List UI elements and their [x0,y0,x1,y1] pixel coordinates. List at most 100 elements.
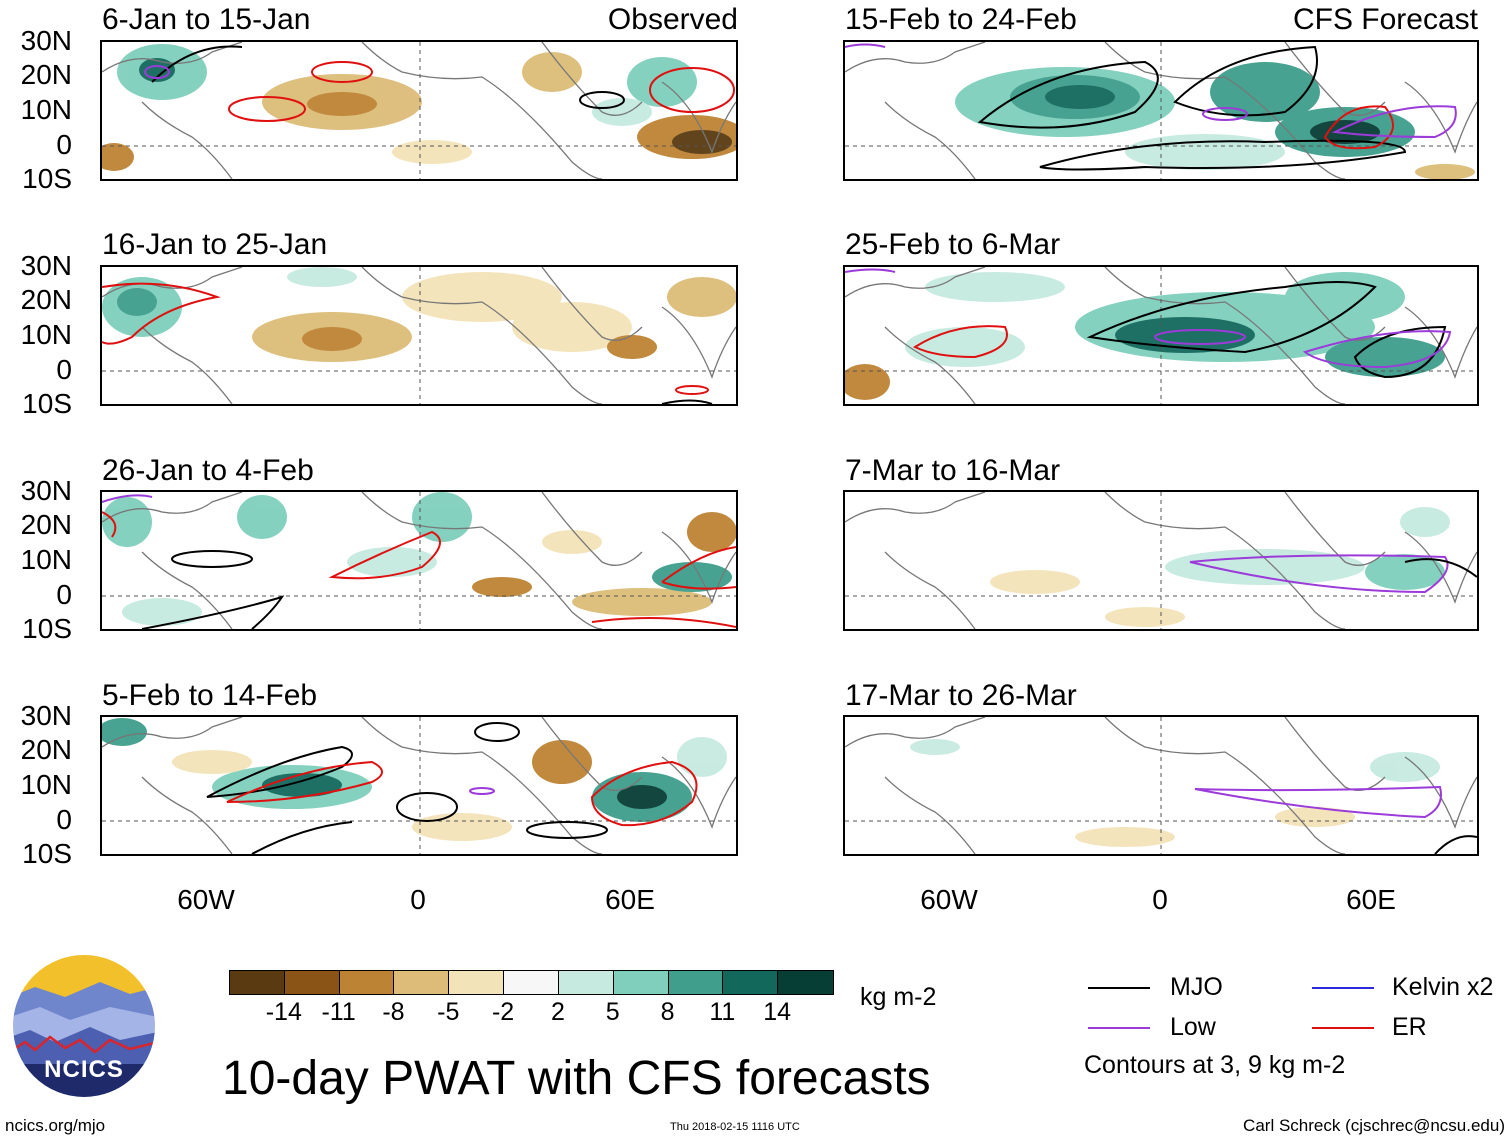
colorbar-tick-label: -2 [491,998,515,1026]
lon-label-60w: 60W [177,884,235,915]
lat-label-10s: 10S [22,838,72,869]
colorbar-swatch [613,971,669,994]
map-panel-2 [100,265,738,406]
legend-label-low: Low [1170,1013,1216,1041]
colorbar-tick-label: 5 [605,998,620,1026]
colorbar-tick-label: 8 [660,998,675,1026]
pwat-anomaly-shading [102,492,736,626]
lat-label-10n: 10N [20,94,72,125]
legend-label-er: ER [1392,1013,1427,1041]
lat-label-20n: 20N [20,734,72,765]
contours [144,45,735,122]
lat-label-30n: 30N [20,700,72,731]
panel-title-3: 26-Jan to 4-Feb [102,454,314,487]
panel-title-2: 16-Jan to 25-Jan [102,228,328,261]
lat-label-0: 0 [56,579,72,610]
lat-label-10s: 10S [22,163,72,194]
land-outline [102,42,736,179]
legend-line-kelvin [1312,987,1374,989]
colorbar-swatch [449,971,505,994]
colorbar-swatch [504,971,559,994]
colorbar-tick-label: -14 [265,998,302,1026]
footer-url[interactable]: ncics.org/mjo [5,1116,106,1135]
colorbar-swatch [394,971,450,994]
colorbar-unit: kg m-2 [860,983,937,1011]
map-panel-5 [843,40,1479,181]
pwat-anomaly-shading [910,739,1440,847]
lat-label-10n: 10N [20,544,72,575]
contours [845,268,1452,379]
pwat-anomaly-shading [102,44,736,171]
figure-title: 10-day PWAT with CFS forecasts [222,1052,931,1105]
footer-timestamp: Thu 2018-02-15 1116 UTC [670,1121,800,1133]
contours [1194,785,1477,854]
contours [1189,554,1477,594]
panel-title-5: 15-Feb to 24-Feb [845,3,1077,36]
lat-label-20n: 20N [20,284,72,315]
map-panel-3 [100,490,738,631]
colorbar-swatch [284,971,340,994]
colorbar-tick-label: -5 [437,998,460,1026]
lat-label-30n: 30N [20,25,72,56]
panel-title-8: 17-Mar to 26-Mar [845,679,1077,712]
legend-note: Contours at 3, 9 kg m-2 [1084,1051,1346,1079]
land-outline [845,492,1477,629]
footer-credit: Carl Schreck (cjschrec@ncsu.edu) [1243,1116,1505,1135]
colorbar-swatch [723,971,779,994]
colorbar [229,970,834,995]
lon-label-0: 0 [410,884,426,915]
colorbar-ticks: -14 -11 -8 -5 -2 2 5 8 11 14 [229,1000,834,1030]
panel-title-6: 25-Feb to 6-Mar [845,228,1061,261]
pwat-anomaly-shading [102,718,727,841]
logo-text: NCICS [44,1056,124,1083]
map-panel-8 [843,715,1479,856]
legend-label-kelvin: Kelvin x2 [1392,973,1494,1001]
land-outline [845,42,1477,179]
pwat-anomaly-shading [102,267,736,362]
lon-label-60w: 60W [920,884,978,915]
contours [845,43,1457,171]
map-panel-6 [843,265,1479,406]
lat-label-20n: 20N [20,59,72,90]
colorbar-tick-label: -8 [382,998,405,1026]
panel-title-4: 5-Feb to 14-Feb [102,679,318,712]
land-outline [102,267,736,404]
pwat-anomaly-shading [990,507,1450,627]
land-outline [102,492,736,629]
colorbar-tick-label: 14 [763,998,792,1026]
lat-label-10s: 10S [22,388,72,419]
panel-title-7: 7-Mar to 16-Mar [845,454,1061,487]
panel-title-1: 6-Jan to 15-Jan [102,3,311,36]
lat-label-10n: 10N [20,319,72,350]
colorbar-tick-label: 2 [550,998,565,1026]
contours [206,722,698,854]
legend-line-low [1088,1027,1150,1029]
colorbar-tick-label: -11 [321,998,356,1026]
colorbar-tick-label: 11 [709,998,736,1026]
lat-label-30n: 30N [20,475,72,506]
colorbar-swatch [339,971,395,994]
lon-label-0: 0 [1152,884,1168,915]
legend-line-er [1312,1027,1374,1029]
lat-label-0: 0 [56,804,72,835]
map-panel-4 [100,715,738,856]
panel-tag-observed: Observed [607,3,738,36]
map-panel-1 [100,40,738,181]
panel-tag-cfs-forecast: CFS Forecast [1292,3,1478,36]
colorbar-swatch [558,971,614,994]
legend-line-mjo [1088,987,1150,989]
lat-label-10s: 10S [22,613,72,644]
colorbar-swatch [668,971,724,994]
colorbar-swatch [778,971,833,994]
colorbar-swatch [230,971,285,994]
lat-label-20n: 20N [20,509,72,540]
lat-label-10n: 10N [20,769,72,800]
lat-label-0: 0 [56,354,72,385]
contours [102,494,736,629]
legend-label-mjo: MJO [1170,973,1223,1001]
map-panel-7 [843,490,1479,631]
pwat-anomaly-shading [955,62,1475,179]
ncics-logo: NCICS [10,952,158,1100]
contours [102,282,713,404]
lon-label-60e: 60E [1346,884,1396,915]
